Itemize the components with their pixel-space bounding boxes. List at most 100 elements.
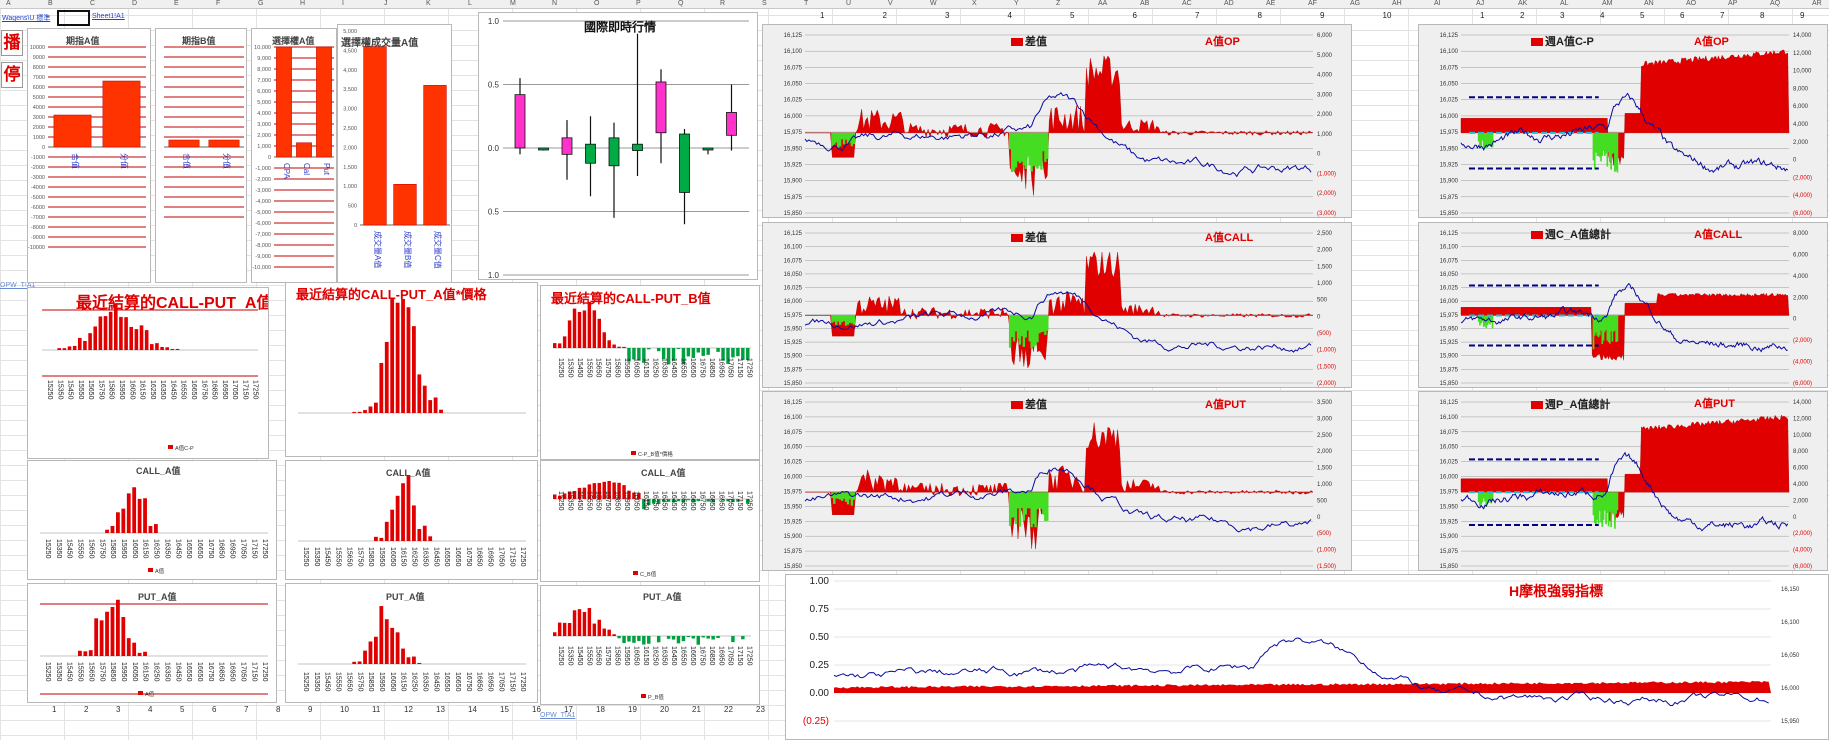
strike-tick-label: 16350: [421, 672, 428, 692]
bar: [632, 636, 636, 643]
bar: [706, 636, 710, 639]
bottom-index-label: 8: [276, 705, 281, 714]
column-header[interactable]: Q: [678, 0, 684, 7]
baseline-box: [805, 492, 1313, 566]
strike-tick-label: 16350: [163, 539, 170, 559]
strike-tick-label: 15750: [98, 539, 105, 559]
column-header[interactable]: K: [426, 0, 431, 7]
column-header[interactable]: U: [846, 0, 852, 7]
column-header[interactable]: O: [594, 0, 600, 7]
strike-tick-label: 16250: [411, 547, 418, 567]
bar: [716, 636, 720, 638]
bottom-link[interactable]: OPW_T!A1: [540, 712, 576, 719]
column-header[interactable]: AI: [1434, 0, 1441, 7]
morgan-index-chart: 1.000.750.500.250.00(0.25)(0.50)16,15016…: [785, 574, 1829, 740]
column-header[interactable]: AN: [1644, 0, 1654, 7]
column-header[interactable]: W: [930, 0, 937, 7]
column-header[interactable]: A: [6, 0, 11, 7]
column-header[interactable]: D: [132, 0, 138, 7]
call-price-plot: 15250 15350 15450 15550 15650 15750 15850 15950…: [298, 475, 526, 567]
y-tick-label: -10000: [28, 245, 45, 251]
column-header[interactable]: AR: [1812, 0, 1822, 7]
strike-tick-label: 16150: [642, 491, 649, 511]
column-header[interactable]: S: [762, 0, 767, 7]
bar: [439, 409, 443, 413]
strike-tick-label: 17150: [736, 646, 743, 666]
column-header[interactable]: AE: [1266, 0, 1276, 7]
column-header[interactable]: X: [972, 0, 977, 7]
strike-tick-label: 15950: [120, 662, 127, 682]
bar: [741, 636, 745, 640]
bar: [627, 636, 631, 642]
column-header[interactable]: AQ: [1770, 0, 1781, 7]
right-axis-label: 2,000: [1317, 449, 1333, 455]
bar: [686, 636, 691, 638]
column-header[interactable]: Y: [1014, 0, 1019, 7]
column-header[interactable]: AL: [1560, 0, 1569, 7]
stop-button[interactable]: 停: [1, 62, 23, 88]
column-header[interactable]: Z: [1056, 0, 1061, 7]
play-button[interactable]: 播: [1, 30, 23, 56]
left-axis-label: 16,025: [1440, 460, 1459, 466]
column-header[interactable]: I: [342, 0, 344, 7]
column-header[interactable]: L: [468, 0, 472, 7]
left-axis-label: 0.50: [810, 632, 830, 643]
intraday-index-label: 7: [1720, 11, 1725, 20]
strike-tick-label: 16350: [661, 358, 668, 378]
right-axis-label: 4,000: [1793, 482, 1809, 488]
option-a-chart: 選擇權A值 10,000 9,000 8,000 7,000 6,000 5,000 4,0…: [251, 28, 337, 283]
column-header[interactable]: V: [888, 0, 893, 7]
left-axis-label: 16,125: [784, 231, 803, 237]
column-header[interactable]: AP: [1728, 0, 1738, 7]
area-series: [805, 422, 1314, 550]
top-link-2[interactable]: Sheet1!A1: [92, 13, 125, 20]
top-link-1[interactable]: Wagens\U 標準: [2, 15, 51, 22]
side-link[interactable]: OPW_T!A1: [0, 282, 36, 289]
bottom-index-label: 13: [436, 705, 445, 714]
column-header[interactable]: T: [804, 0, 809, 7]
legend-swatch: [1531, 38, 1543, 47]
bar: [622, 346, 626, 348]
intraday-index-label: 7: [1195, 11, 1200, 20]
column-header[interactable]: E: [174, 0, 179, 7]
column-header[interactable]: AF: [1308, 0, 1317, 7]
column-header[interactable]: AK: [1518, 0, 1528, 7]
column-header[interactable]: AM: [1602, 0, 1613, 7]
candle-body: [655, 81, 667, 134]
right-axis-label: 2,000: [1793, 140, 1809, 146]
intraday-index-row: 1 2 3 4 5 6 7 8 9 10 1 2 3 4 5 6 7 8 9: [760, 11, 1829, 22]
strike-tick-label: 16050: [131, 662, 138, 682]
column-header[interactable]: AC: [1182, 0, 1192, 7]
y-tick-label: 9000: [33, 55, 45, 61]
y-tick-label: -9000: [31, 235, 45, 241]
column-header[interactable]: AB: [1140, 0, 1150, 7]
candle-body: [538, 147, 549, 151]
column-header[interactable]: C: [90, 0, 96, 7]
column-header[interactable]: M: [510, 0, 516, 7]
column-header[interactable]: AG: [1350, 0, 1361, 7]
column-header[interactable]: G: [258, 0, 264, 7]
column-header[interactable]: N: [552, 0, 558, 7]
y-tick-label: 500: [348, 204, 357, 210]
bar: [137, 498, 142, 533]
column-header[interactable]: AH: [1392, 0, 1402, 7]
column-header[interactable]: AJ: [1476, 0, 1485, 7]
category-label: 分值: [222, 153, 232, 169]
column-header[interactable]: AO: [1686, 0, 1697, 7]
column-header[interactable]: H: [300, 0, 306, 7]
column-header[interactable]: AA: [1098, 0, 1108, 7]
column-header[interactable]: AD: [1224, 0, 1234, 7]
column-header[interactable]: F: [216, 0, 221, 7]
column-header[interactable]: B: [48, 0, 53, 7]
column-header[interactable]: J: [384, 0, 388, 7]
right-axis-label: 16,150: [1781, 587, 1800, 593]
negative-series: [831, 132, 1049, 172]
column-header[interactable]: R: [720, 0, 726, 7]
intraday-chart-4: 16,125 16,100 16,075 16,050 16,025 16,000 15,9…: [1418, 222, 1828, 388]
selected-cell[interactable]: [57, 10, 90, 26]
strike-tick-label: 16050: [131, 539, 138, 559]
bar: [357, 411, 362, 413]
left-axis-label: 16,075: [1440, 258, 1459, 264]
column-header[interactable]: P: [636, 0, 641, 7]
